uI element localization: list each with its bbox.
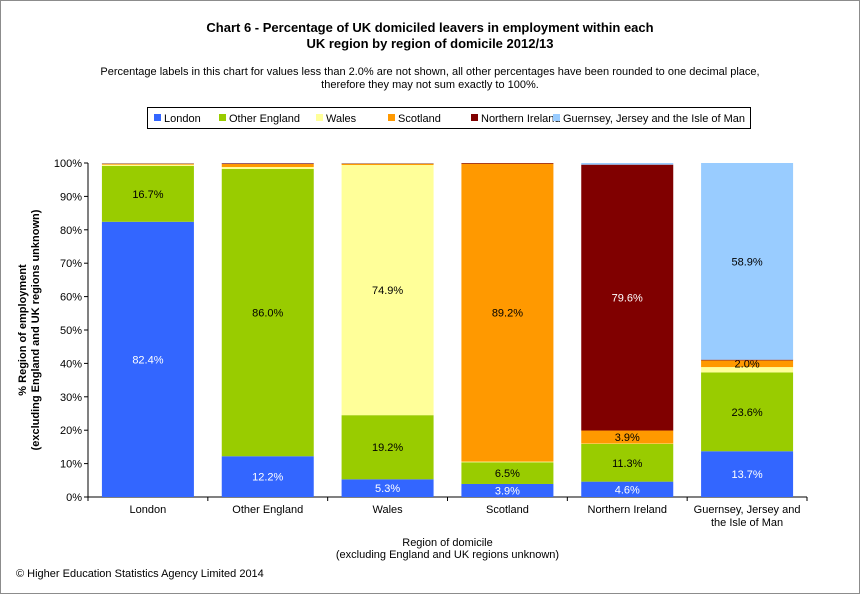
- chart-title-line1: Chart 6 - Percentage of UK domiciled lea…: [206, 20, 654, 35]
- legend-label: Other England: [229, 113, 300, 125]
- legend-svg: London Other England Wales Scotland Northern…: [154, 113, 745, 125]
- legend-label: Northern Ireland: [481, 113, 561, 125]
- legend-label: Guernsey, Jersey and the Isle of Man: [563, 113, 745, 125]
- chart-note-line1: Percentage labels in this chart for valu…: [100, 66, 760, 78]
- legend-label: London: [164, 113, 201, 125]
- legend-swatch: [388, 114, 395, 121]
- legend-swatch: [553, 114, 560, 121]
- legend-swatch: [471, 114, 478, 121]
- legend-swatch: [316, 114, 323, 121]
- legend-swatch: [154, 114, 161, 121]
- chart-title-line2: UK region by region of domicile 2012/13: [306, 36, 554, 51]
- copyright-footer: © Higher Education Statistics Agency Lim…: [16, 568, 264, 580]
- legend-label: Wales: [326, 113, 357, 125]
- legend-swatch: [219, 114, 226, 121]
- legend-label: Scotland: [398, 113, 441, 125]
- chart-legend: London Other England Wales Scotland Northern…: [147, 107, 751, 129]
- chart-note-line2: therefore they may not sum exactly to 10…: [321, 79, 539, 91]
